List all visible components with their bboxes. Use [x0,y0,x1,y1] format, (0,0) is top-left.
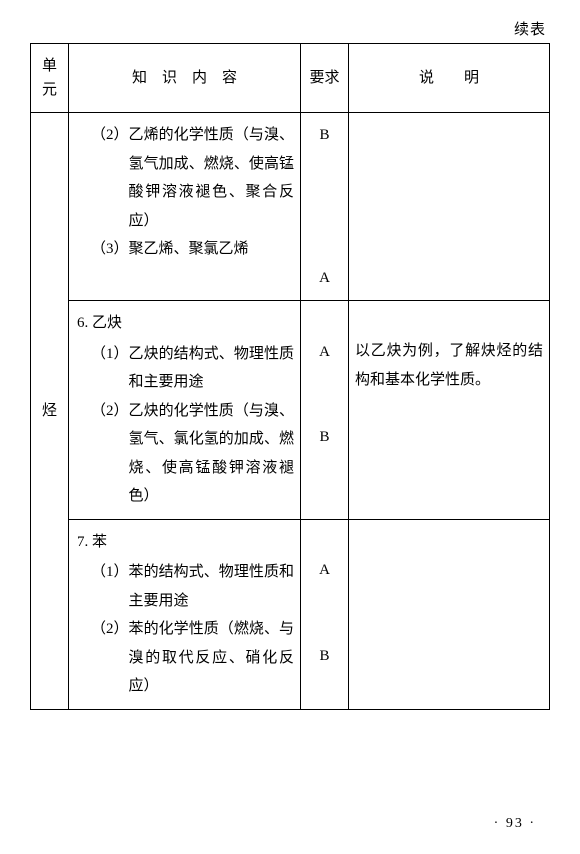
header-requirement: 要求 [301,44,349,113]
item-num: （1） [91,558,129,615]
explanation-cell: 以乙炔为例，了解炔烃的结构和基本化学性质。 [349,301,550,520]
requirement-cell: A B [301,519,349,709]
content-cell: 6. 乙炔 （1） 乙炔的结构式、物理性质和主要用途 （2） 乙炔的化学性质（与… [69,301,301,520]
content-table: 单元 知 识 内 容 要求 说 明 烃 （2） 乙烯的化学性质（与溴、氢气加成、… [30,43,550,710]
section-head: 6. 乙炔 [77,309,294,338]
req-value: A [307,264,342,293]
req-value: A [307,338,342,367]
item-text: 苯的化学性质（燃烧、与溴的取代反应、硝化反应） [129,615,294,701]
header-content: 知 识 内 容 [69,44,301,113]
item-num: （3） [91,235,129,264]
header-explanation: 说 明 [349,44,550,113]
req-value: B [307,423,342,452]
unit-cell: 烃 [31,113,69,710]
section-head: 7. 苯 [77,528,294,557]
req-value: A [307,556,342,585]
item-num: （1） [91,340,129,397]
item-num: （2） [91,397,129,511]
item-text: 乙烯的化学性质（与溴、氢气加成、燃烧、使高锰酸钾溶液褪色、聚合反应） [129,121,294,235]
explanation-cell [349,519,550,709]
continued-label: 续表 [30,18,550,39]
table-row: 烃 （2） 乙烯的化学性质（与溴、氢气加成、燃烧、使高锰酸钾溶液褪色、聚合反应）… [31,113,550,301]
content-cell: 7. 苯 （1） 苯的结构式、物理性质和主要用途 （2） 苯的化学性质（燃烧、与… [69,519,301,709]
req-value: B [307,121,342,150]
page-number: · 93 · [494,816,536,832]
item-text: 乙炔的化学性质（与溴、氢气、氯化氢的加成、燃烧、使高锰酸钾溶液褪色） [129,397,294,511]
content-cell: （2） 乙烯的化学性质（与溴、氢气加成、燃烧、使高锰酸钾溶液褪色、聚合反应） （… [69,113,301,301]
table-row: 6. 乙炔 （1） 乙炔的结构式、物理性质和主要用途 （2） 乙炔的化学性质（与… [31,301,550,520]
item-text: 苯的结构式、物理性质和主要用途 [129,558,294,615]
item-num: （2） [91,121,129,235]
requirement-cell: B A [301,113,349,301]
requirement-cell: A B [301,301,349,520]
req-value: B [307,642,342,671]
header-row: 单元 知 识 内 容 要求 说 明 [31,44,550,113]
item-num: （2） [91,615,129,701]
item-text: 聚乙烯、聚氯乙烯 [129,235,294,264]
table-row: 7. 苯 （1） 苯的结构式、物理性质和主要用途 （2） 苯的化学性质（燃烧、与… [31,519,550,709]
header-unit: 单元 [31,44,69,113]
explanation-cell [349,113,550,301]
item-text: 乙炔的结构式、物理性质和主要用途 [129,340,294,397]
